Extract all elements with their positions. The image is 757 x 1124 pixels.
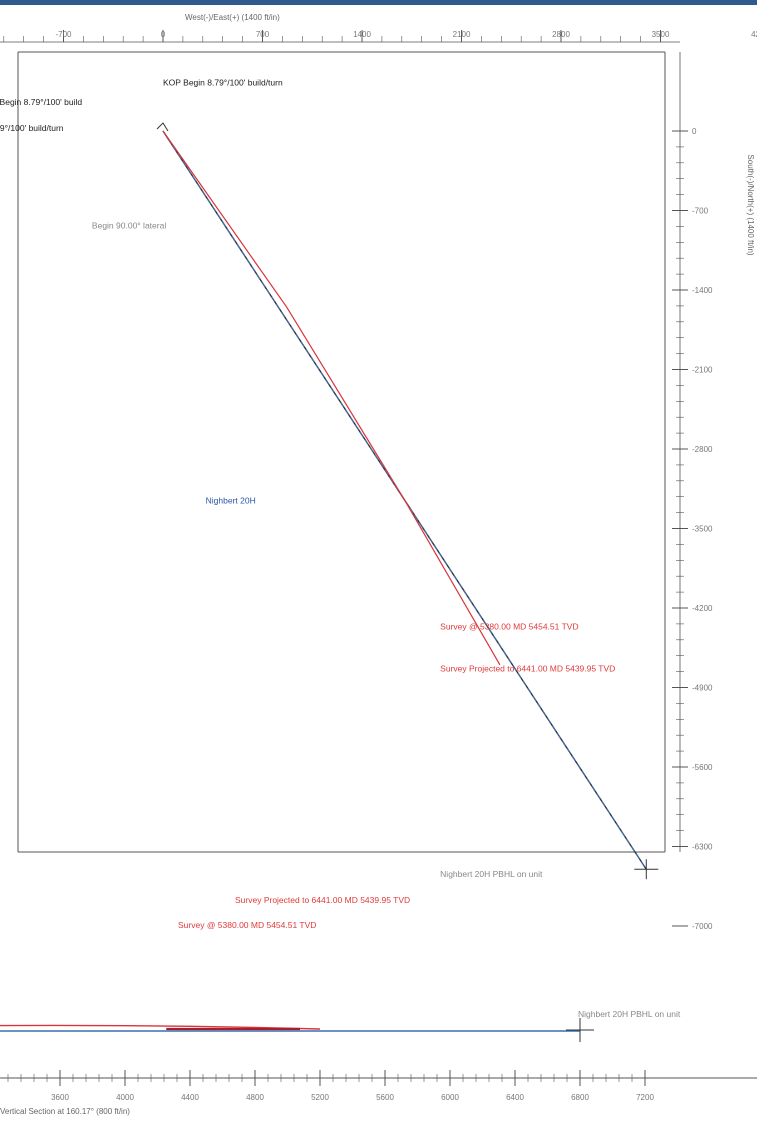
plan-annotation: Begin 90.00° lateral [92, 221, 166, 231]
plan-x-axis-title: West(-)/East(+) (1400 ft/in) [185, 13, 280, 22]
plan-x-tick-label: 4200 [751, 30, 757, 39]
plan-x-tick-label: 2800 [552, 30, 570, 39]
plan-annotation: Survey @ 5380.00 MD 5454.51 TVD [440, 622, 578, 632]
plan-actual-survey-line [162, 130, 501, 666]
section-x-tick-label: 6400 [506, 1093, 524, 1102]
section-view-chart: Survey Projected to 6441.00 MD 5439.95 T… [0, 895, 757, 1116]
section-x-tick-label: 6000 [441, 1093, 459, 1102]
plan-annotations: KOP Begin 8.79°/100' build/turn Begin 8.7… [0, 78, 615, 880]
plan-y-tick-label: -2800 [692, 445, 713, 454]
section-annotation: Survey Projected to 6441.00 MD 5439.95 T… [235, 895, 410, 905]
plan-y-axis-title: South(-)/North(+) (1400 ft/in) [746, 154, 755, 255]
top-color-strip [0, 0, 757, 5]
plan-x-tick-label: -700 [55, 30, 72, 39]
plan-y-ticks: 0 -700 -1400 -2100 -2800 -3500 -4200 -4900 -5600… [672, 52, 713, 931]
plan-x-ticks: -1400-7000700140021002800350042004900 [0, 30, 757, 43]
section-actual-survey-line [0, 1024, 321, 1030]
plan-y-tick-label: -4900 [692, 684, 713, 693]
section-annotations: Survey Projected to 6441.00 MD 5439.95 T… [178, 895, 681, 1019]
plan-y-tick-label: -700 [692, 207, 709, 216]
section-x-tick-label: 5200 [311, 1093, 329, 1102]
plan-y-tick-label: -3500 [692, 525, 713, 534]
section-annotation: Nighbert 20H PBHL on unit [578, 1009, 681, 1019]
plan-y-tick-label: -6300 [692, 843, 713, 852]
section-x-tick-label: 4000 [116, 1093, 134, 1102]
plan-x-tick-label: 3500 [652, 30, 670, 39]
plan-annotation: Begin 8.79°/100' build [0, 97, 82, 107]
section-x-tick-label: 6800 [571, 1093, 589, 1102]
section-x-ticks: 3600 4000 4400 4800 5200 5600 6000 6400 6800 7200 [7, 1070, 654, 1102]
plan-x-tick-label: 1400 [353, 30, 371, 39]
section-x-tick-label: 5600 [376, 1093, 394, 1102]
plan-x-tick-label: 700 [256, 30, 270, 39]
plan-annotation: Survey Projected to 6441.00 MD 5439.95 T… [440, 664, 615, 674]
section-x-tick-label: 7200 [636, 1093, 654, 1102]
plan-x-tick-label: 0 [161, 30, 166, 39]
section-series [0, 1018, 594, 1042]
section-x-axis-title: Vertical Section at 160.17° (800 ft/in) [0, 1107, 130, 1116]
section-x-tick-label: 3600 [51, 1093, 69, 1102]
section-annotation: Survey @ 5380.00 MD 5454.51 TVD [178, 920, 316, 930]
section-x-tick-label: 4400 [181, 1093, 199, 1102]
plan-annotation: Begin 8.79°/100' build/turn [0, 123, 64, 133]
section-x-tick-label: 4800 [246, 1093, 264, 1102]
plan-y-tick-label: -7000 [692, 922, 713, 931]
plan-x-tick-label: 2100 [453, 30, 471, 39]
plan-series [156, 122, 659, 880]
plan-y-tick-label: -2100 [692, 366, 713, 375]
plan-surface-marker [156, 122, 169, 132]
plan-view-chart: West(-)/East(+) (1400 ft/in) South(-)/No… [0, 13, 757, 931]
plan-annotation: KOP Begin 8.79°/100' build/turn [163, 78, 283, 88]
plan-y-tick-label: -1400 [692, 286, 713, 295]
plan-y-tick-label: 0 [692, 127, 697, 136]
plan-annotation: Nighbert 20H [206, 496, 256, 506]
plan-annotation: Nighbert 20H PBHL on unit [440, 869, 543, 879]
plan-y-tick-label: -5600 [692, 763, 713, 772]
plan-y-tick-label: -4200 [692, 604, 713, 613]
